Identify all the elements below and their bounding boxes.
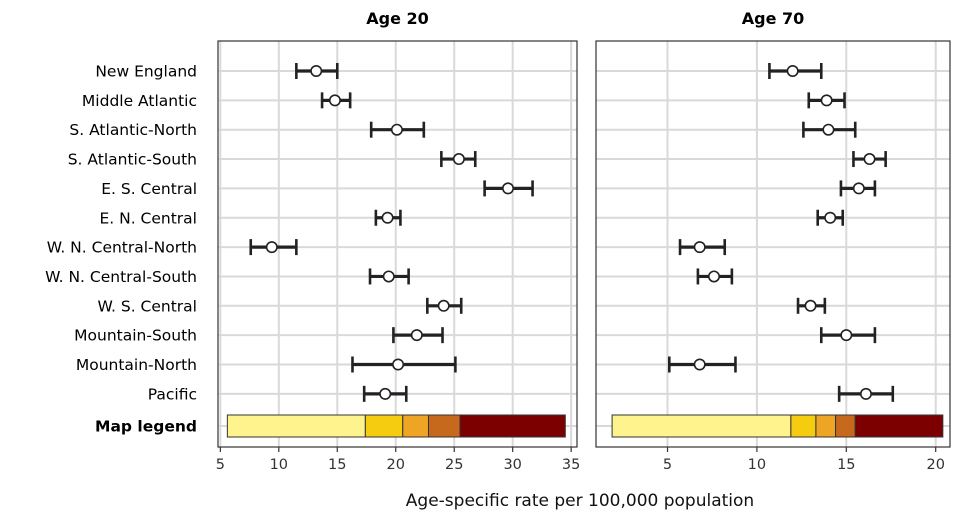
panel-2: Age 70 5 10 15 20 [595, 9, 951, 473]
estimate-point [822, 123, 835, 136]
estimate-point [852, 182, 865, 195]
estimate-point [392, 358, 405, 371]
x-tick-label: 10 [748, 457, 766, 473]
x-tick-label: 10 [270, 457, 288, 473]
estimate-point [390, 123, 403, 136]
estimate-point [310, 65, 323, 78]
map-legend-label: Map legend [95, 418, 197, 436]
estimate-point [265, 241, 278, 254]
x-tick-label: 5 [216, 457, 225, 473]
row-label: Mountain-South [74, 327, 197, 345]
panel-frame [595, 40, 951, 448]
estimate-point [859, 387, 872, 400]
estimate-point [410, 329, 423, 342]
estimate-point [381, 211, 394, 224]
estimate-point [863, 153, 876, 166]
estimate-point [502, 182, 515, 195]
legend-segment [815, 414, 837, 438]
x-tick-label: 5 [663, 457, 672, 473]
estimate-point [379, 387, 392, 400]
row-label: W. N. Central-North [47, 239, 197, 257]
estimate-point [707, 270, 720, 283]
row-label: Pacific [148, 385, 197, 403]
estimate-point [437, 299, 450, 312]
panel-title: Age 20 [366, 9, 429, 28]
legend-segment [835, 414, 856, 438]
panel-1: Age 20 5 10 15 20 25 30 35 [216, 9, 581, 473]
x-tick-label: 20 [926, 457, 944, 473]
row-label: S. Atlantic-South [68, 151, 197, 169]
panel-frame [217, 40, 578, 448]
estimate-point [824, 211, 837, 224]
estimate-point [693, 241, 706, 254]
legend-segment [611, 414, 792, 438]
panels: Age 20 5 10 15 20 25 30 35 Age 70 5 10 15 20 [216, 9, 951, 473]
legend-segment [402, 414, 429, 438]
panel-title: Age 70 [742, 9, 805, 28]
x-tick-label: 30 [503, 457, 521, 473]
estimate-point [693, 358, 706, 371]
row-label: W. N. Central-South [45, 268, 197, 286]
estimate-point [804, 299, 817, 312]
row-label: Mountain-North [76, 356, 197, 374]
legend-segment [226, 414, 366, 438]
x-tick-label: 25 [445, 457, 463, 473]
estimate-point [840, 329, 853, 342]
estimate-point [820, 94, 833, 107]
legend-segment [459, 414, 566, 438]
estimate-point [786, 65, 799, 78]
x-tick-label: 15 [837, 457, 855, 473]
row-label: New England [95, 63, 197, 81]
row-label: E. N. Central [99, 209, 197, 227]
legend-segment [854, 414, 944, 438]
estimate-point [452, 153, 465, 166]
row-labels: New England Middle Atlantic S. Atlantic-No… [45, 63, 197, 436]
legend-segment [790, 414, 817, 438]
estimate-point [328, 94, 341, 107]
x-axis-title: Age-specific rate per 100,000 population [406, 491, 754, 511]
row-label: W. S. Central [97, 297, 197, 315]
row-label: Middle Atlantic [82, 92, 197, 110]
x-tick-label: 35 [562, 457, 580, 473]
legend-segment [364, 414, 404, 438]
estimate-point [382, 270, 395, 283]
row-label: E. S. Central [101, 180, 197, 198]
x-tick-label: 20 [387, 457, 405, 473]
x-tick-label: 15 [328, 457, 346, 473]
legend-segment [427, 414, 461, 438]
row-label: S. Atlantic-North [69, 121, 197, 139]
